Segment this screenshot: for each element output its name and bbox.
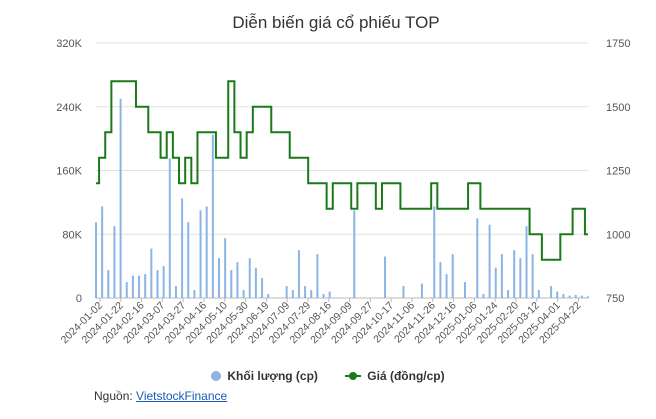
price-series-line	[96, 80, 588, 261]
y-right-tick-label: 1000	[606, 229, 630, 241]
volume-bar	[550, 286, 553, 298]
volume-bar	[131, 275, 134, 298]
volume-bar	[107, 270, 110, 298]
volume-bar	[291, 290, 294, 298]
volume-bar	[568, 295, 571, 298]
volume-bar	[402, 286, 405, 298]
volume-bar	[193, 290, 196, 298]
volume-bar	[420, 283, 423, 298]
volume-bar	[218, 258, 220, 298]
y-left-tick-label: 160K	[56, 166, 82, 178]
y-left-tick-label: 80K	[62, 229, 82, 241]
volume-bar	[174, 286, 177, 298]
volume-bar	[181, 198, 184, 298]
volume-bar	[580, 295, 583, 298]
volume-bar	[187, 222, 190, 298]
volume-bar	[494, 267, 497, 298]
volume-bar	[168, 158, 171, 298]
legend-price-icon	[345, 371, 362, 381]
volume-bar	[236, 262, 239, 298]
volume-bar	[310, 290, 313, 298]
y-axis-right: 750 1000 1250 1500 1750	[606, 38, 630, 305]
volume-bar	[525, 226, 528, 298]
volume-bar	[476, 218, 479, 298]
y-right-tick-label: 1750	[606, 38, 630, 50]
volume-bars	[95, 98, 589, 298]
stock-chart: Diễn biến giá cổ phiếu TOP 0 80K 160K 240K 3…	[56, 13, 630, 346]
volume-bar	[119, 98, 122, 298]
y-axis-left: 0 80K 160K 240K 320K	[56, 38, 82, 305]
legend-item-volume[interactable]: Khối lượng (cp)	[211, 369, 318, 383]
volume-bar	[587, 296, 589, 298]
legend: Khối lượng (cp) Giá (đồng/cp)	[0, 369, 656, 384]
volume-bar	[267, 294, 270, 298]
source-link[interactable]: VietstockFinance	[136, 389, 228, 403]
volume-bar	[451, 254, 454, 298]
volume-bar	[113, 226, 116, 298]
y-right-tick-label: 750	[606, 293, 624, 305]
volume-bar	[445, 274, 448, 298]
volume-bar	[254, 267, 257, 298]
price-line	[96, 80, 588, 261]
legend-item-price[interactable]: Giá (đồng/cp)	[345, 369, 445, 383]
volume-bar	[328, 291, 331, 298]
legend-volume-label: Khối lượng (cp)	[227, 369, 318, 383]
volume-bar	[304, 286, 307, 298]
volume-bar	[433, 206, 436, 298]
y-left-tick-label: 320K	[56, 38, 82, 50]
source-label: Nguồn:	[94, 389, 133, 403]
volume-bar	[242, 290, 245, 298]
volume-bar	[230, 270, 233, 298]
volume-bar	[507, 290, 510, 298]
legend-volume-icon	[211, 371, 222, 381]
volume-bar	[439, 262, 442, 298]
source-note: Nguồn: VietstockFinance	[94, 389, 227, 403]
volume-bar	[261, 278, 264, 298]
volume-bar	[384, 256, 387, 298]
volume-bar	[316, 254, 319, 298]
volume-bar	[531, 254, 534, 298]
volume-bar	[556, 291, 559, 298]
y-left-tick-label: 0	[76, 293, 82, 305]
volume-bar	[211, 134, 214, 298]
volume-bar	[156, 270, 159, 298]
volume-bar	[297, 250, 300, 298]
volume-bar	[488, 224, 491, 298]
volume-bar	[285, 286, 288, 298]
volume-bar	[162, 266, 165, 298]
y-right-tick-label: 1500	[606, 102, 630, 114]
volume-bar	[150, 248, 153, 298]
volume-bar	[322, 294, 325, 298]
chart-title: Diễn biến giá cổ phiếu TOP	[232, 13, 439, 32]
y-left-tick-label: 240K	[56, 102, 82, 114]
y-right-tick-label: 1250	[606, 166, 630, 178]
grid-lines	[96, 42, 588, 299]
volume-bar	[519, 258, 522, 298]
volume-bar	[101, 206, 104, 298]
volume-bar	[224, 238, 227, 298]
x-axis: 2024-01-022024-01-222024-02-162024-03-07…	[59, 298, 584, 346]
volume-bar	[199, 210, 202, 298]
volume-bar	[248, 258, 251, 298]
volume-bar	[574, 294, 577, 298]
volume-bar	[95, 222, 97, 298]
volume-bar	[537, 290, 540, 298]
volume-bar	[500, 254, 503, 298]
volume-bar	[353, 210, 356, 298]
volume-bar	[482, 294, 485, 298]
volume-bar	[464, 282, 466, 298]
volume-bar	[138, 275, 141, 298]
volume-bar	[144, 274, 147, 298]
volume-bar	[513, 250, 516, 298]
legend-price-label: Giá (đồng/cp)	[367, 369, 445, 383]
volume-bar	[125, 282, 128, 298]
volume-bar	[562, 294, 565, 298]
volume-bar	[205, 206, 208, 298]
